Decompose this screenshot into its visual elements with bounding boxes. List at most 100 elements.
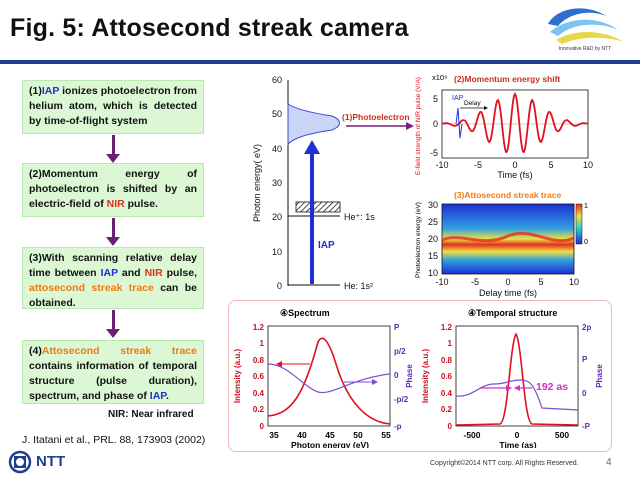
- spectrum-ytick: 1: [260, 339, 265, 348]
- step-arrow: [112, 310, 115, 330]
- step-1-text: (1)IAP ionizes photoelectron from helium…: [29, 85, 197, 127]
- step-arrow-head: [106, 237, 120, 246]
- step-arrow: [112, 218, 115, 238]
- step-2-text: (2)Momentum energy of photoelectron is s…: [29, 168, 197, 210]
- energy-tick: 40: [272, 144, 282, 154]
- spectrum-xtick: 35: [269, 430, 279, 440]
- momentum-xtick: 0: [512, 160, 517, 170]
- temporal-y2label: Phase: [595, 364, 604, 388]
- cbar-min: 0: [584, 239, 588, 246]
- step-arrow: [112, 135, 115, 155]
- temporal-ylabel: Intensity (a.u.): [421, 349, 430, 404]
- temporal-ytick: 1: [448, 339, 453, 348]
- momentum-ytick: -5: [430, 148, 438, 158]
- spectrum-ytick: 0.6: [253, 372, 265, 381]
- temporal-ytick: 0.8: [441, 356, 453, 365]
- spectrum-ytick: 0.2: [253, 405, 265, 414]
- step-2-box: (2)Momentum energy of photoelectron is s…: [22, 163, 204, 217]
- temporal-ytick: 1.2: [441, 323, 453, 332]
- energy-ticks: 0 10 20 30 40 50 60: [272, 75, 282, 291]
- photoelectron-label: (1)Photoelectron: [342, 112, 410, 122]
- spectrum-ytick: 0.8: [253, 356, 265, 365]
- streak-xlabel: Delay time (fs): [479, 288, 537, 298]
- streak-ytick: 20: [428, 234, 438, 244]
- he-plus-label: He⁺: 1s: [344, 212, 375, 222]
- momentum-xtick: -10: [435, 160, 448, 170]
- temporal-y2tick: 0: [582, 389, 587, 398]
- streak-xtick: -10: [435, 277, 448, 287]
- temporal-panel: ④Temporal structure 192 as 1.2 1 0.8 0.6…: [421, 308, 604, 448]
- energy-diagram: 0 10 20 30 40 50 60 Photon energy( eV) H…: [252, 75, 414, 291]
- fwhm-label: 192 as: [536, 381, 568, 393]
- momentum-delay: Delay: [464, 100, 481, 107]
- page-number: 4: [606, 457, 612, 468]
- temporal-xlabel: Time (as): [499, 440, 536, 448]
- momentum-ylabel: E-field strength of NIR pulse (V/A): [415, 77, 422, 175]
- energy-tick: 30: [272, 178, 282, 188]
- step-arrow-head: [106, 329, 120, 338]
- spectrum-ytick: 0: [260, 422, 265, 431]
- step-4-box: (4)Attosecond streak trace contains info…: [22, 340, 204, 404]
- momentum-xtick: 5: [548, 160, 553, 170]
- energy-tick: 60: [272, 75, 282, 85]
- streak-ytick: 15: [428, 251, 438, 261]
- momentum-exp: x10⁹: [432, 73, 447, 82]
- momentum-ytick: 0: [433, 119, 438, 129]
- temporal-y2tick: 2p: [582, 323, 591, 332]
- ntt-wordmark: NTT: [36, 453, 66, 470]
- momentum-panel: (2)Momentum energy shift x10⁹ IAP Delay …: [415, 73, 593, 180]
- step-arrow-head: [106, 154, 120, 163]
- streak-ytick: 25: [428, 217, 438, 227]
- temporal-y2tick: -P: [582, 422, 591, 431]
- temporal-ytick: 0.2: [441, 405, 453, 414]
- spectrum-ytick: 1.2: [253, 323, 265, 332]
- spectrum-y2label: Phase: [405, 364, 414, 388]
- streak-xtick: 10: [569, 277, 579, 287]
- temporal-xtick: 500: [555, 430, 569, 440]
- spectrum-y2tick: P: [394, 323, 400, 332]
- step-4-text: (4)Attosecond streak trace contains info…: [29, 345, 197, 402]
- energy-tick: 20: [272, 212, 282, 222]
- energy-tick: 0: [277, 281, 282, 291]
- cbar-max: 1: [584, 203, 588, 210]
- spectrum-xtick: 45: [325, 430, 335, 440]
- streak-title: (3)Attosecond streak trace: [454, 190, 562, 200]
- iap-label: IAP: [318, 240, 335, 251]
- spectrum-ytick: 0.4: [253, 389, 265, 398]
- streak-ylabel: Photoelectron energy (eV): [415, 202, 422, 278]
- streak-ytick: 10: [428, 268, 438, 278]
- spectrum-y2tick: 0: [394, 371, 399, 380]
- step-1-box: (1)IAP ionizes photoelectron from helium…: [22, 80, 204, 134]
- momentum-iap: IAP: [452, 95, 464, 102]
- spectrum-y2tick: -p: [394, 422, 402, 431]
- momentum-xtick: 10: [583, 160, 593, 170]
- energy-tick: 10: [272, 247, 282, 257]
- streak-xtick: 5: [538, 277, 543, 287]
- spectrum-ylabel: Intensity (a.u.): [233, 349, 242, 404]
- temporal-ytick: 0.4: [441, 389, 453, 398]
- spectrum-xtick: 55: [381, 430, 391, 440]
- copyright: Copyright©2014 NTT corp. All Rights Rese…: [430, 460, 579, 467]
- temporal-title: ④Temporal structure: [468, 308, 557, 318]
- spectrum-xtick: 50: [353, 430, 363, 440]
- spectrum-xlabel: Photon energy (eV): [291, 440, 369, 448]
- spectrum-title: ④Spectrum: [280, 308, 330, 318]
- spectrum-y2tick: p/2: [394, 347, 406, 356]
- ntt-footer-logo: [8, 450, 32, 479]
- temporal-ytick: 0: [448, 422, 453, 431]
- reference: J. Itatani et al., PRL. 88, 173903 (2002…: [22, 434, 206, 446]
- title-rule: [0, 60, 640, 64]
- streak-ytick: 30: [428, 200, 438, 210]
- energy-ylabel: Photon energy( eV): [252, 144, 262, 222]
- temporal-ytick: 0.6: [441, 372, 453, 381]
- step-3-text: (3)With scanning relative delay time bet…: [29, 252, 198, 309]
- streak-xtick: 0: [505, 277, 510, 287]
- he-label: He: 1s²: [344, 281, 373, 291]
- streak-xtick: -5: [471, 277, 479, 287]
- momentum-xlabel: Time (fs): [497, 170, 532, 180]
- page-title: Fig. 5: Attosecond streak camera: [10, 14, 409, 42]
- temporal-xtick: -500: [463, 430, 480, 440]
- momentum-ytick: 5: [433, 94, 438, 104]
- temporal-y2tick: P: [582, 355, 588, 364]
- step-3-box: (3)With scanning relative delay time bet…: [22, 247, 204, 309]
